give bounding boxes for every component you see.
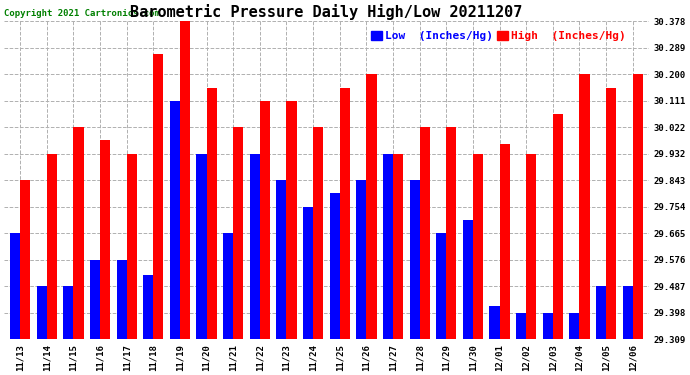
Bar: [500, 144, 510, 339]
Bar: [553, 114, 563, 339]
Bar: [20, 180, 30, 339]
Bar: [383, 154, 393, 339]
Bar: [313, 127, 323, 339]
Bar: [223, 233, 233, 339]
Bar: [127, 154, 137, 339]
Bar: [197, 154, 206, 339]
Bar: [180, 21, 190, 339]
Bar: [170, 101, 180, 339]
Bar: [100, 140, 110, 339]
Bar: [633, 74, 643, 339]
Bar: [356, 180, 366, 339]
Bar: [393, 154, 403, 339]
Bar: [10, 233, 20, 339]
Title: Barometric Pressure Daily High/Low 20211207: Barometric Pressure Daily High/Low 20211…: [130, 4, 522, 20]
Bar: [436, 233, 446, 339]
Bar: [63, 286, 73, 339]
Bar: [622, 286, 633, 339]
Bar: [206, 88, 217, 339]
Bar: [473, 154, 483, 339]
Bar: [580, 74, 589, 339]
Bar: [543, 313, 553, 339]
Bar: [410, 180, 420, 339]
Bar: [286, 101, 297, 339]
Bar: [569, 313, 580, 339]
Bar: [37, 286, 47, 339]
Bar: [526, 154, 536, 339]
Bar: [303, 207, 313, 339]
Bar: [260, 101, 270, 339]
Bar: [339, 88, 350, 339]
Bar: [233, 127, 244, 339]
Bar: [117, 260, 127, 339]
Bar: [153, 54, 164, 339]
Text: Copyright 2021 Cartronics.com: Copyright 2021 Cartronics.com: [4, 9, 160, 18]
Bar: [366, 74, 377, 339]
Bar: [463, 220, 473, 339]
Bar: [516, 313, 526, 339]
Bar: [330, 193, 339, 339]
Bar: [446, 127, 456, 339]
Bar: [277, 180, 286, 339]
Bar: [606, 88, 616, 339]
Bar: [90, 260, 100, 339]
Bar: [489, 306, 500, 339]
Bar: [73, 127, 83, 339]
Bar: [250, 154, 260, 339]
Bar: [596, 286, 606, 339]
Bar: [144, 275, 153, 339]
Legend: Low  (Inches/Hg), High  (Inches/Hg): Low (Inches/Hg), High (Inches/Hg): [366, 27, 630, 46]
Bar: [420, 127, 430, 339]
Bar: [47, 154, 57, 339]
